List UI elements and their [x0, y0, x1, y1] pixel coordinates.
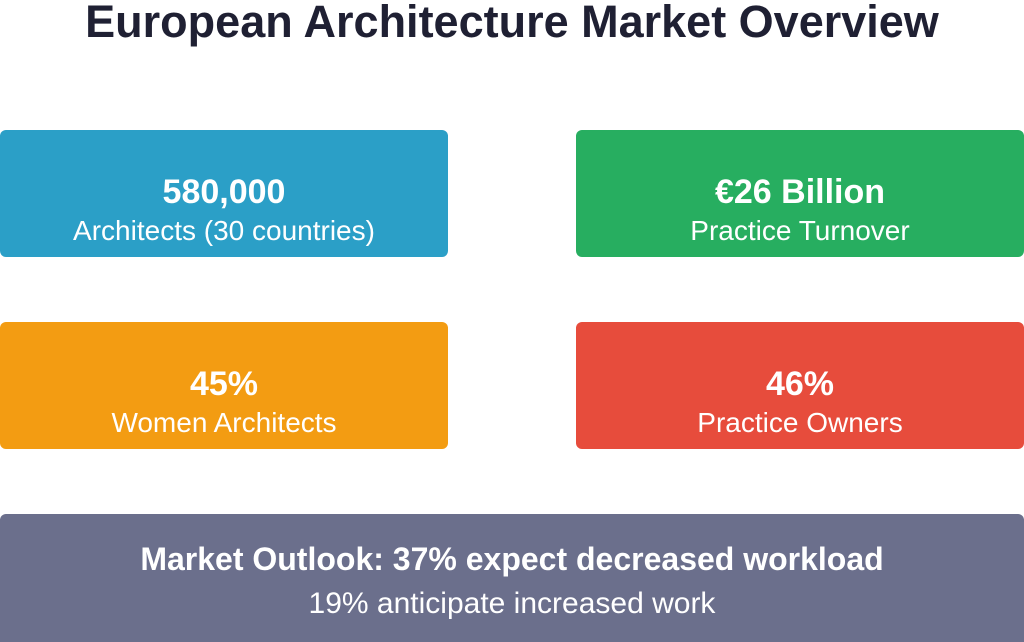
stat-card: €26 Billion Practice Turnover: [576, 130, 1024, 257]
stat-value: €26 Billion: [714, 173, 886, 211]
stat-label: Architects (30 countries): [73, 215, 375, 246]
stat-value: 46%: [765, 365, 835, 403]
stat-label: Practice Owners: [697, 407, 903, 438]
stat-value: 45%: [189, 365, 259, 403]
page-title: European Architecture Market Overview: [85, 0, 939, 47]
stat-value: 580,000: [162, 173, 286, 211]
outlook-subline: 19% anticipate increased work: [308, 587, 716, 620]
stat-label: Women Architects: [111, 407, 337, 438]
stat-card: 45% Women Architects: [0, 322, 448, 449]
outlook-panel: Market Outlook: 37% expect decreased wor…: [0, 514, 1024, 642]
outlook-headline: Market Outlook: 37% expect decreased wor…: [140, 541, 884, 577]
stat-label: Practice Turnover: [690, 215, 910, 246]
stat-card: 580,000 Architects (30 countries): [0, 130, 448, 257]
stat-card: 46% Practice Owners: [576, 322, 1024, 449]
